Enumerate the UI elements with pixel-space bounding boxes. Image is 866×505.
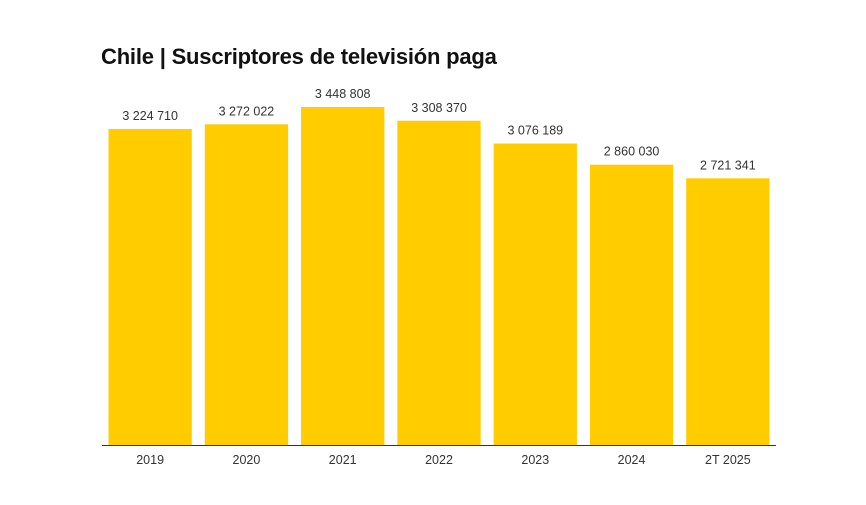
chart-title: Chile | Suscriptores de televisión paga	[101, 44, 497, 69]
bar-2023	[493, 143, 577, 445]
bar-2024	[589, 164, 674, 445]
tick-labels-group: 2019 2020 2021 2022 2023 2024 2T 2025	[136, 453, 750, 467]
value-label: 3 224 710	[122, 109, 178, 123]
value-label: 3 308 370	[411, 101, 467, 115]
bar-2019	[108, 128, 192, 445]
x-tick-label: 2022	[425, 453, 453, 467]
bars-group	[108, 107, 770, 446]
bar-2022	[397, 120, 481, 445]
value-label: 3 272 022	[219, 104, 275, 118]
bar-2020	[204, 124, 289, 445]
x-tick-label: 2023	[521, 453, 549, 467]
value-labels-group: 3 224 710 3 272 022 3 448 808 3 308 370 3 07…	[122, 87, 755, 172]
x-tick-label: 2020	[233, 453, 261, 467]
value-label: 3 448 808	[315, 87, 371, 101]
bar-2t-2025	[686, 178, 770, 446]
value-label: 3 076 189	[507, 124, 563, 138]
value-label: 2 860 030	[604, 145, 660, 159]
x-tick-label: 2024	[618, 453, 646, 467]
value-label: 2 721 341	[700, 158, 756, 172]
x-tick-label: 2021	[329, 453, 357, 467]
bar-2021	[301, 107, 385, 445]
x-tick-label: 2019	[136, 453, 164, 467]
x-tick-label: 2T 2025	[705, 453, 751, 467]
